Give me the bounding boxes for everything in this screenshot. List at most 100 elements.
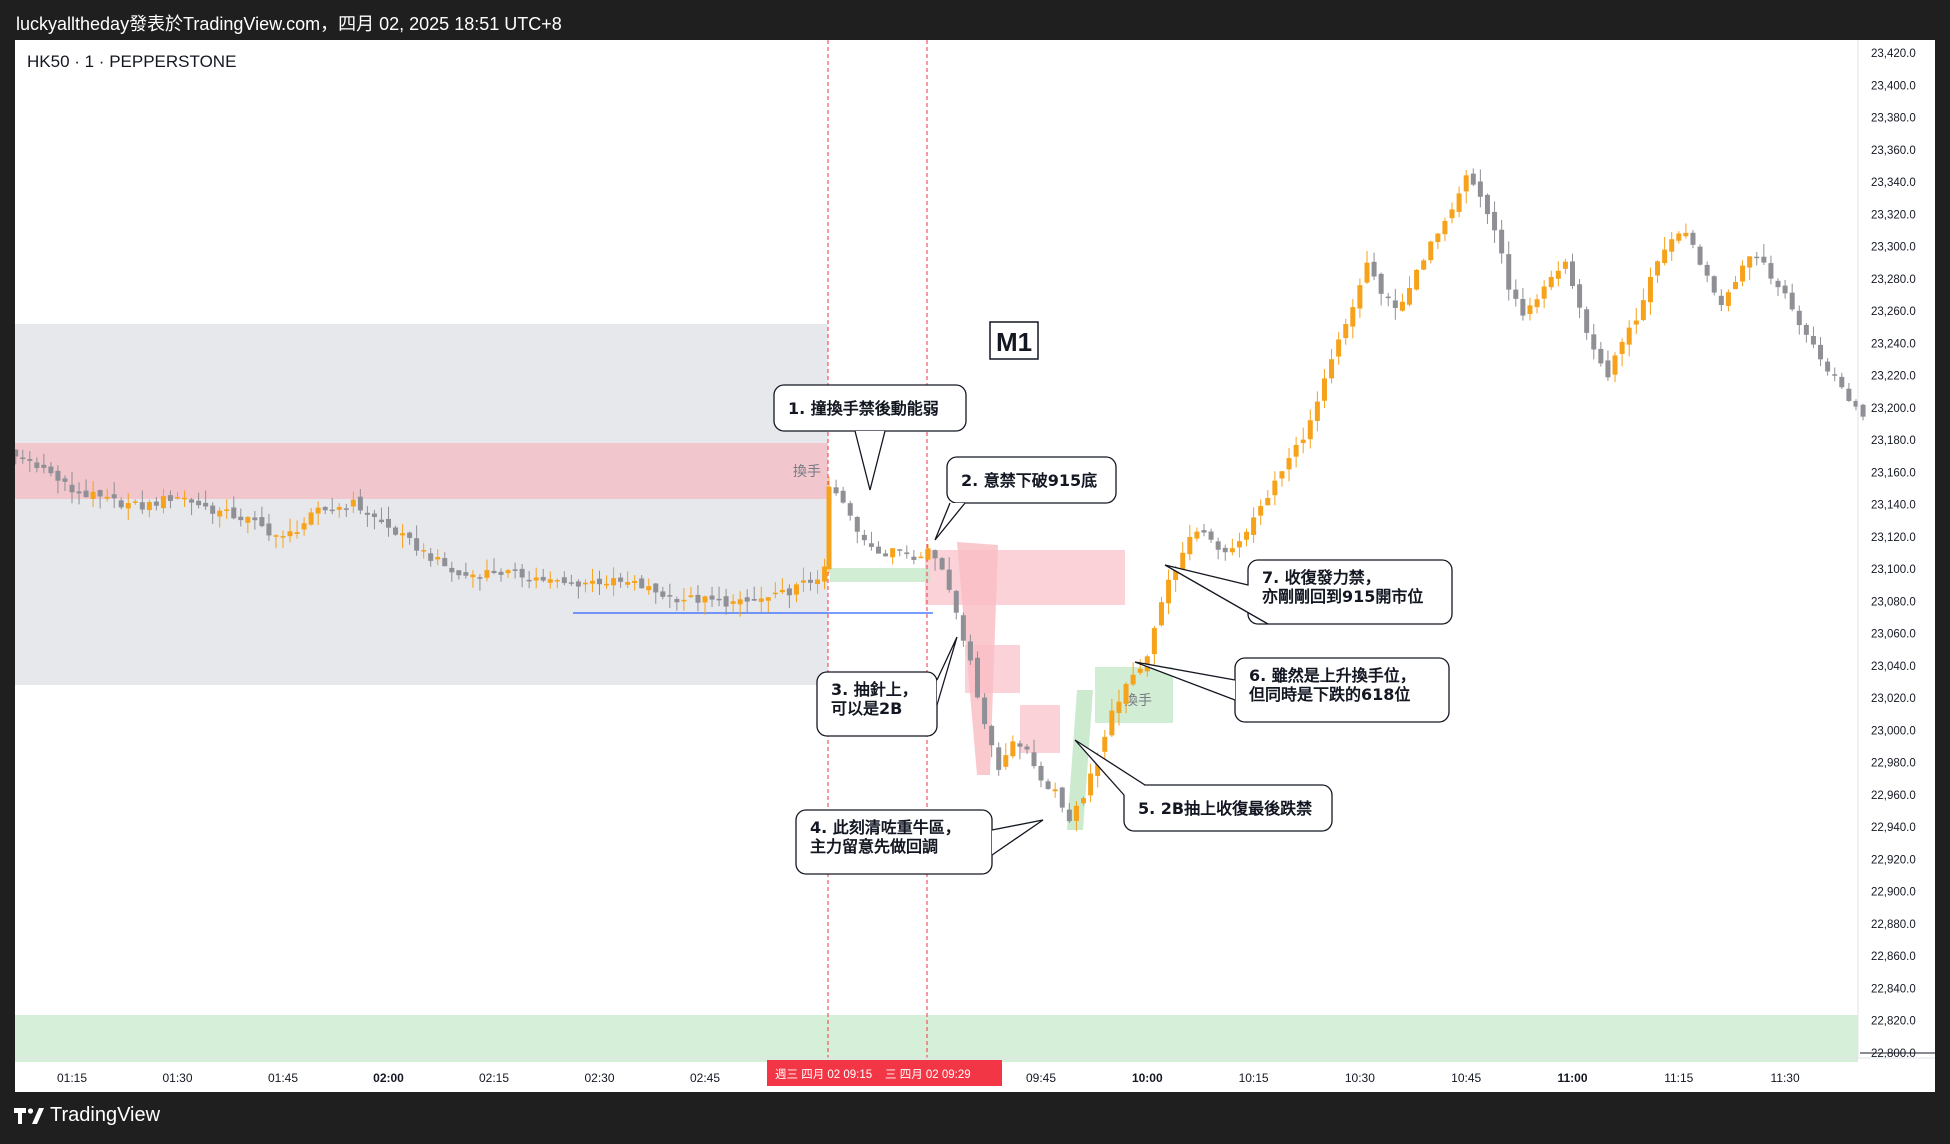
- callout-a3-box[interactable]: [816, 671, 938, 737]
- candle-body: [1690, 232, 1696, 245]
- candle-body: [1187, 536, 1193, 555]
- symbol-label: HK50 · 1 · PEPPERSTONE: [27, 52, 237, 71]
- candle-body: [815, 579, 821, 585]
- candle-body: [1555, 270, 1561, 279]
- chart-panel[interactable]: 換手 換手 23,420.0 23,400.0 23,380.0 23,360.0 23,3…: [15, 40, 1935, 1092]
- candle-body: [625, 582, 631, 585]
- candle-body: [1782, 285, 1788, 294]
- candle-body: [505, 570, 511, 574]
- candle-body: [456, 570, 462, 576]
- candle-body: [1343, 324, 1349, 339]
- candle-body: [1492, 211, 1498, 231]
- candle-body: [1853, 401, 1859, 407]
- candle-body: [847, 503, 853, 516]
- candle-body: [76, 491, 82, 494]
- callout-a6-box[interactable]: [1234, 657, 1450, 723]
- candle-body: [751, 598, 757, 601]
- candle-body: [1392, 300, 1398, 308]
- callout-a2-pointer: [934, 502, 966, 541]
- callout-a7-pointer: [1164, 564, 1269, 625]
- candle-body: [1598, 348, 1604, 364]
- candle-body: [611, 578, 617, 586]
- candle-body: [554, 580, 560, 582]
- candle-body: [1513, 289, 1519, 299]
- y-tick-label: 23,160.0: [1871, 467, 1916, 479]
- candle-body: [1421, 260, 1427, 270]
- x-tick-label: 10:30: [1345, 1071, 1375, 1085]
- candle-body: [1024, 746, 1030, 750]
- candle-body: [435, 556, 441, 560]
- candle-body: [69, 484, 75, 493]
- candle-body: [1725, 292, 1731, 306]
- candle-body: [1052, 789, 1058, 792]
- candle-body: [1577, 284, 1583, 308]
- candle-body: [484, 570, 490, 578]
- callout-a7-text: 7. 收復發力禁，: [1262, 568, 1381, 587]
- support-zone: [15, 1015, 1858, 1062]
- candle-body: [442, 558, 448, 567]
- callout-a4-box[interactable]: [795, 809, 993, 875]
- y-tick-label: 23,300.0: [1871, 242, 1916, 254]
- candle-body: [1810, 336, 1816, 345]
- candle-body: [1435, 233, 1441, 243]
- candle-body: [245, 517, 251, 523]
- candle-body: [217, 510, 223, 517]
- green-recovery-channel: [1067, 690, 1093, 830]
- y-tick-label: 23,020.0: [1871, 693, 1916, 705]
- callout-a5-text: 5. 2B抽上收復最後跌禁: [1138, 799, 1312, 818]
- candle-body: [463, 572, 469, 576]
- candle-body: [1258, 506, 1264, 516]
- candle-body: [1116, 701, 1122, 714]
- candle-body: [153, 501, 159, 506]
- candle-body: [826, 486, 832, 570]
- candle-body: [62, 478, 68, 482]
- candle-body: [840, 490, 846, 503]
- callout-a4-text: 主力留意先做回調: [810, 837, 938, 856]
- candle-body: [1449, 209, 1455, 219]
- callout-a2-box[interactable]: [946, 456, 1117, 504]
- candle-body: [561, 577, 567, 584]
- candle-body: [730, 601, 736, 604]
- candle-body: [238, 516, 244, 521]
- candle-body: [20, 457, 26, 460]
- candle-body: [357, 496, 363, 511]
- candle-body: [350, 499, 356, 507]
- candle-body: [1704, 264, 1710, 276]
- y-tick-label: 22,820.0: [1871, 1016, 1916, 1028]
- candle-body: [1378, 273, 1384, 294]
- candle-body: [1534, 299, 1540, 308]
- candle-body: [1548, 276, 1554, 288]
- candle-body: [1180, 552, 1186, 570]
- candle-body: [90, 491, 96, 499]
- candlestick-chart[interactable]: 換手換手23,420.023,400.023,380.023,360.023,3…: [15, 40, 1935, 1092]
- x-tick-label: 02:00: [373, 1071, 404, 1085]
- x-tick-label: 09:45: [1026, 1071, 1056, 1085]
- candle-body: [674, 599, 680, 603]
- y-tick-label: 22,920.0: [1871, 854, 1916, 866]
- callout-a5-pointer: [1074, 739, 1146, 796]
- candle-body: [1655, 261, 1661, 276]
- candle-body: [582, 582, 588, 585]
- tradingview-logo[interactable]: TradingView: [14, 1104, 160, 1127]
- y-tick-label: 23,080.0: [1871, 596, 1916, 608]
- candle-body: [1796, 310, 1802, 326]
- candle-body: [1407, 287, 1413, 305]
- candle-body: [1236, 541, 1242, 548]
- candle-body: [196, 500, 202, 506]
- callout-a7-box[interactable]: [1247, 559, 1453, 625]
- candle-body: [1329, 359, 1335, 379]
- candle-body: [660, 591, 666, 597]
- candle-body: [378, 519, 384, 523]
- candle-body: [540, 576, 546, 581]
- candle-body: [547, 579, 553, 583]
- candle-body: [273, 535, 279, 537]
- callout-a1-box[interactable]: [773, 384, 967, 432]
- candle-body: [1251, 517, 1257, 535]
- candle-body: [1215, 541, 1221, 550]
- candle-body: [1761, 256, 1767, 263]
- candle-body: [301, 523, 307, 530]
- candle-body: [833, 487, 839, 494]
- candle-body: [1527, 305, 1533, 314]
- x-tick-label: 11:00: [1557, 1071, 1587, 1085]
- x-tick-label: 10:00: [1132, 1071, 1163, 1085]
